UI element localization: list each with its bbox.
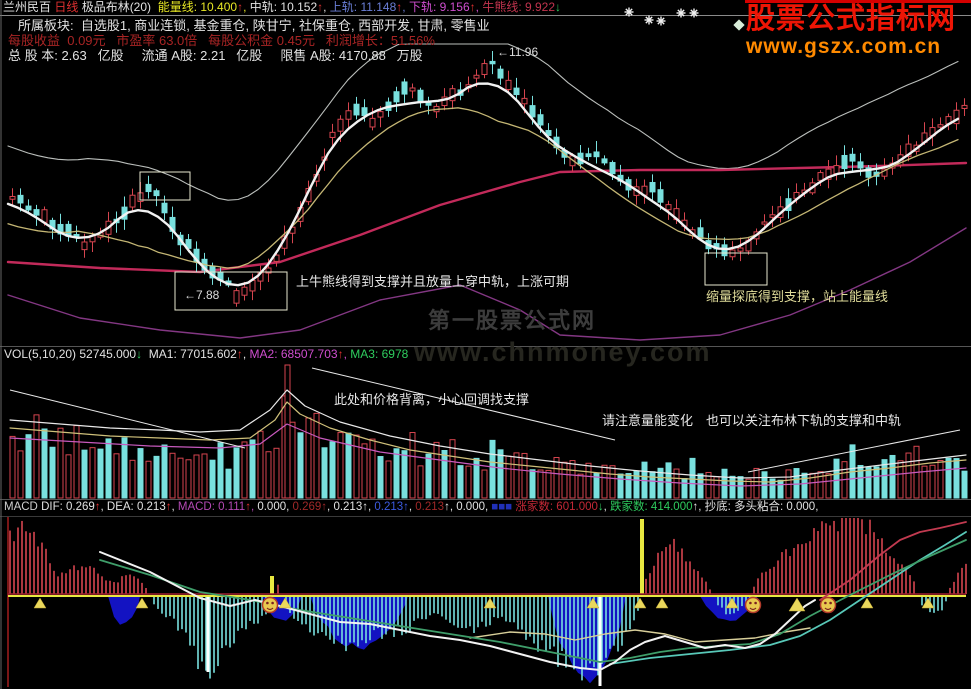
text-segment: , [323, 0, 330, 14]
volume-bars [9, 364, 968, 499]
text-segment: ■■■ [491, 501, 516, 513]
text-segment: MA2: 68507.703 [249, 347, 338, 361]
text-segment: 涨家数: 601.000 [515, 501, 598, 513]
site-logo-url: www.gszx.com.cn [746, 35, 942, 58]
text-segment: ↑ [444, 501, 450, 513]
site-logo[interactable]: 股票公式指标网 www.gszx.com.cn [746, 3, 970, 58]
text-segment: 跌家数: 414.000 [610, 501, 693, 513]
text-segment: 兰州民百 [3, 0, 55, 14]
text-segment: ↓ [555, 0, 562, 14]
text-segment: 极品布林(20) [81, 0, 158, 14]
text-segment: 日线 [54, 0, 82, 14]
text-segment: ↑ [165, 501, 172, 513]
text-segment: 能量线: 10.400 [157, 0, 238, 14]
buy-signal-triangles [33, 597, 935, 612]
watermark-line2: www.chnmoney.com [414, 337, 712, 367]
text-segment: , [250, 501, 258, 513]
text-segment: ↑ [236, 347, 243, 361]
text-segment: , [242, 347, 250, 361]
sector-line: 所属板块: 自选股1, 商业连锁, 基金重仓, 陕甘宁, 社保重仓, 西部开发,… [18, 18, 490, 33]
text-segment: 0.213 [415, 501, 445, 513]
text-segment: , [367, 501, 375, 513]
macd-extras [8, 519, 966, 686]
text-segment: , [402, 0, 409, 14]
annotation-watch: 请注意量能变化 也可以关注布林下轨的支撑和中轨 [602, 413, 902, 428]
text-segment: MACD [4, 501, 42, 513]
text-segment: , [100, 501, 107, 513]
text-segment: ↑ [317, 0, 324, 14]
text-segment: DEA: 0.213 [106, 501, 166, 513]
text-segment: 中轨: 10.152 [249, 0, 318, 14]
macd-header-row: MACD DIF: 0.269↑, DEA: 0.213↑, MACD: 0.1… [4, 501, 818, 514]
text-segment: MACD: 0.111 [177, 501, 246, 513]
site-logo-title: 股票公式指标网 [746, 3, 957, 35]
text-segment: 0.000, [257, 501, 293, 513]
text-segment: 0.213↑ [333, 501, 368, 513]
indicator-header-row: 兰州民百 日线 极品布林(20) 能量线: 10.400↑, 中轨: 10.15… [3, 1, 561, 14]
text-segment: VOL(5,10,20) 52745.000 [4, 347, 137, 361]
text-segment: ↓ [597, 501, 604, 513]
text-segment: ↑ [692, 501, 699, 513]
annotation-shrink: 缩量探底得到支撑，站上能量线 [706, 289, 889, 304]
text-segment: ↓ [136, 347, 143, 361]
annotation-boxes [139, 171, 768, 311]
high-price-label: ←11.96 [497, 45, 539, 59]
text-segment: , [327, 501, 334, 513]
text-segment: ↑ [469, 0, 476, 14]
text-segment: ↑ [237, 0, 244, 14]
text-segment: ↑ [396, 0, 403, 14]
capital-line: 总 股 本: 2.63 亿股 流通 A股: 2.21 亿股 限售 A股: 417… [8, 48, 423, 63]
text-segment: ↑ [245, 501, 251, 513]
text-segment: 上轨: 11.148 [329, 0, 397, 14]
annotation-support: 上牛熊线得到支撑并且放量上穿中轨，上涨可期 [296, 274, 570, 289]
text-segment: , [243, 0, 250, 14]
main-overlay-lines [6, 82, 960, 287]
text-segment: MA3: 6978 [350, 347, 409, 361]
watermark-line1: 第一股票公式网 [428, 308, 597, 333]
text-segment: , [475, 0, 483, 14]
logo-top-bar [745, 0, 971, 3]
text-segment: ↑ [337, 347, 344, 361]
text-segment: 0.213↑ [374, 501, 409, 513]
text-segment: ↑ [94, 501, 101, 513]
text-segment: 0.269↑ [292, 501, 328, 513]
fundamental-line: 每股收益 0.09元 市盈率 63.0倍 每股公积金 0.45元 利润增长：51… [8, 33, 435, 48]
volume-header-row: VOL(5,10,20) 52745.000↓ MA1: 77015.602↑,… [4, 348, 408, 361]
text-segment: , 0.000, [449, 501, 492, 513]
text-segment: , 抄底: 多头粘合: 0.000, [698, 501, 819, 513]
text-segment: MA1: 77015.602 [142, 347, 237, 361]
text-segment: , [603, 501, 611, 513]
text-segment: , [408, 501, 416, 513]
text-segment: 牛熊线: 9.922 [482, 0, 556, 14]
text-segment: 下轨: 9.156 [408, 0, 470, 14]
signal-markers [624, 7, 745, 31]
low-price-label: ←7.88 [184, 288, 220, 302]
volume-ma-lines [9, 389, 967, 487]
volume-trendlines [9, 367, 961, 473]
smiley-markers [261, 596, 837, 614]
text-segment: DIF: 0.269 [41, 501, 95, 513]
annotation-divergence: 此处和价格背离，小心回调找支撑 [334, 392, 530, 407]
text-segment: , [171, 501, 178, 513]
text-segment: , [343, 347, 351, 361]
